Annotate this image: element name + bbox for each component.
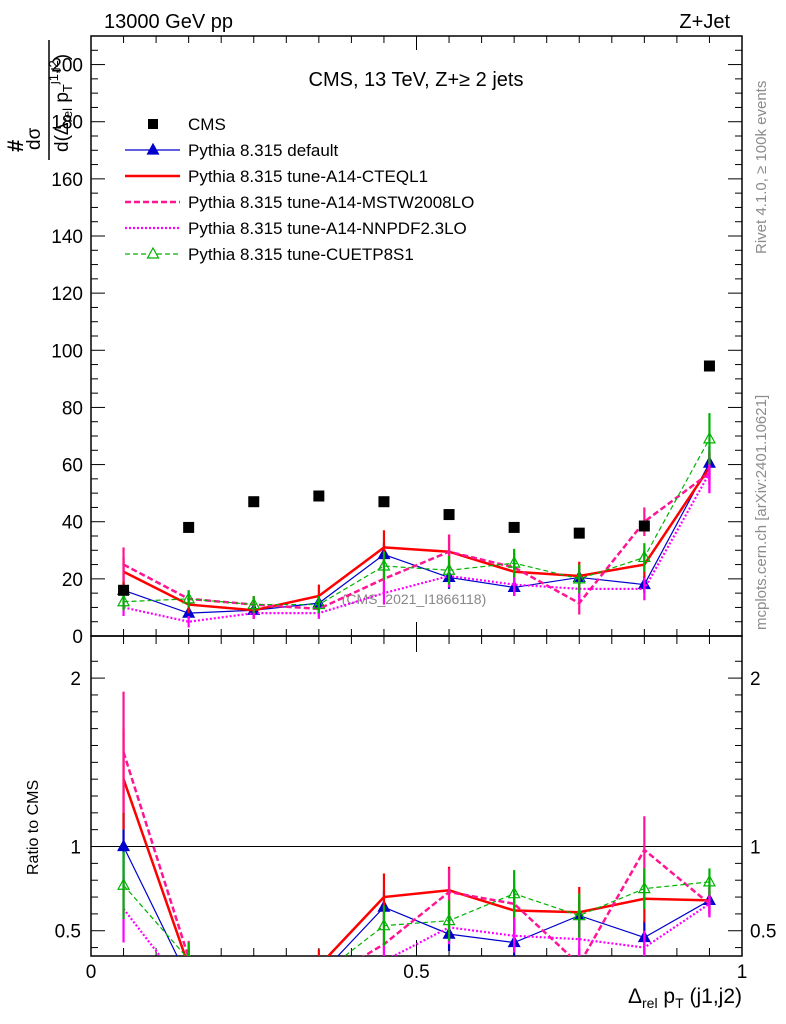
ratio-y-tick-label: 1 <box>70 838 81 859</box>
main-y-tick-label: 180 <box>51 113 83 134</box>
legend-label: Pythia 8.315 tune-A14-CTEQL1 <box>188 167 428 186</box>
ratio-point-marker <box>117 839 131 852</box>
side-mcplots-label: mcplots.cern.ch [arXiv:2401.10621] <box>753 395 770 630</box>
main-y-tick-label: 0 <box>72 627 83 648</box>
ratio-point-marker <box>313 970 324 980</box>
ratio-series-line <box>123 846 710 956</box>
ratio-series-pythia-8-315-tune-cuetp8s1 <box>117 851 716 980</box>
ratio-point-marker <box>377 918 391 931</box>
ratio-series-group <box>117 691 716 987</box>
cms-data-point <box>183 521 195 533</box>
main-point-marker <box>247 597 261 610</box>
main-series-line <box>122 466 711 612</box>
svg-text:#: # <box>3 140 28 152</box>
cms-data-point <box>703 360 715 372</box>
main-y-tick-label: 60 <box>62 456 83 477</box>
legend-cms-marker <box>148 119 158 129</box>
main-y-tick-label: 140 <box>51 227 83 248</box>
ratio-y-tick-label-right: 0.5 <box>750 922 776 943</box>
ratio-point-marker <box>572 908 586 921</box>
ratio-axis-ticks: 0.5 0.51 12 20 0.5 1 <box>55 636 776 983</box>
main-point-marker <box>507 555 521 568</box>
main-point-marker <box>377 558 391 571</box>
analysis-watermark: (CMS_2021_I1866118) <box>342 591 487 607</box>
legend: CMS Pythia 8.315 default Pythia 8.315 tune… <box>125 115 474 264</box>
ratio-series-line <box>122 902 711 956</box>
main-point-marker <box>702 431 716 444</box>
main-y-tick-label: 200 <box>51 56 83 77</box>
x-axis-label: Δrel pT (j1,j2) <box>628 985 742 1011</box>
main-series-pythia-8-315-tune-cuetp8s1 <box>117 413 716 614</box>
legend-cms-label: CMS <box>188 115 226 134</box>
main-point-marker <box>572 571 586 584</box>
ratio-point-marker <box>637 881 651 894</box>
header-left: 13000 GeV pp <box>104 11 233 33</box>
legend-marker <box>146 246 160 259</box>
main-point-marker <box>182 591 196 604</box>
ratio-y-axis-label: Ratio to CMS <box>25 780 42 875</box>
main-y-tick-label: 80 <box>62 398 83 419</box>
cms-data-point <box>248 496 260 508</box>
main-axis-ticks: 0 20 40 60 80 100 120 140 160 180 200 <box>51 35 743 648</box>
main-y-tick-label: 120 <box>51 284 83 305</box>
x-tick-label: 0 <box>86 962 97 983</box>
ratio-y-tick-label: 0.5 <box>55 922 81 943</box>
ratio-point-marker <box>117 878 131 890</box>
ratio-y-tick-label-right: 2 <box>750 669 761 690</box>
main-y-tick-label: 20 <box>62 570 83 591</box>
ratio-y-tick-label: 2 <box>70 669 81 690</box>
main-y-tick-label: 40 <box>62 513 83 534</box>
legend-label: Pythia 8.315 default <box>188 141 339 160</box>
main-series-line <box>122 472 711 611</box>
main-series-group <box>117 360 716 628</box>
main-series-line <box>123 472 711 623</box>
ratio-y-tick-label-right: 1 <box>750 838 761 859</box>
cms-data-point <box>508 521 520 533</box>
legend-label: Pythia 8.315 tune-A14-MSTW2008LO <box>188 193 474 212</box>
x-tick-label: 1 <box>737 962 748 983</box>
main-point-marker <box>312 597 326 610</box>
cms-data-point <box>638 520 650 532</box>
cms-data-point <box>573 527 585 539</box>
x-tick-label: 0.5 <box>403 962 429 983</box>
header-right: Z+Jet <box>679 11 730 33</box>
legend-label: Pythia 8.315 tune-CUETP8S1 <box>188 245 414 264</box>
ratio-point-marker <box>702 874 716 887</box>
ratio-point-marker <box>507 886 521 899</box>
cms-data-point <box>378 496 390 508</box>
svg-text:dσ: dσ <box>24 127 45 150</box>
cms-data-point <box>313 490 325 502</box>
ratio-series-pythia-8-315-tune-a14-cteql1 <box>122 728 711 956</box>
ratio-series-line <box>123 881 710 956</box>
side-rivet-label: Rivet 4.1.0, ≥ 100k events <box>753 81 770 254</box>
ratio-point-marker <box>248 969 259 979</box>
main-point-marker <box>117 594 131 607</box>
main-y-tick-label: 160 <box>51 170 83 191</box>
ratio-point-marker <box>313 970 324 980</box>
ratio-point-marker <box>442 913 456 926</box>
legend-marker <box>146 142 160 155</box>
ratio-point-marker <box>183 974 194 984</box>
main-y-tick-label: 100 <box>51 341 83 362</box>
ratio-point-marker <box>248 977 259 987</box>
main-point-marker <box>442 563 456 575</box>
cms-data-point <box>443 509 455 521</box>
main-series-line <box>123 438 710 606</box>
cms-data-point <box>118 584 130 596</box>
chart-title: CMS, 13 TeV, Z+≥ 2 jets <box>309 69 524 91</box>
main-point-marker <box>637 550 651 563</box>
legend-label: Pythia 8.315 tune-A14-NNPDF2.3LO <box>188 219 467 238</box>
